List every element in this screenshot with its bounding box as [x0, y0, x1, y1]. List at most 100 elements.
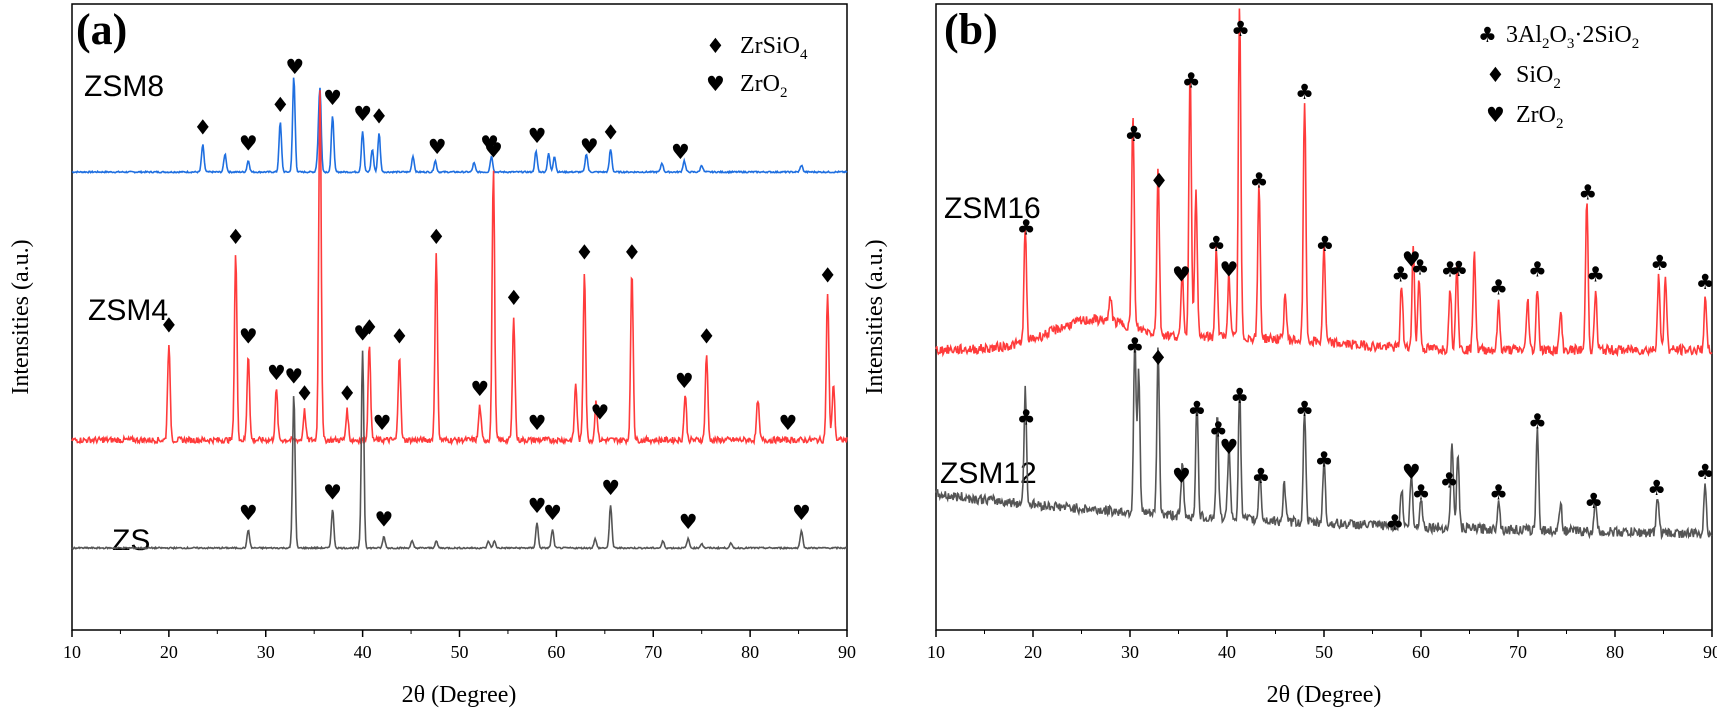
phase-marker-zsm12-5: ♣ [1209, 417, 1228, 441]
phase-marker-zsm16-19: ♣ [1586, 263, 1605, 287]
x-tick-label-a-20: 20 [160, 642, 178, 662]
phase-marker-zsm4-11: ♥ [484, 138, 503, 162]
phase-marker-zsm4-4: ♦ [295, 381, 314, 405]
phase-marker-zs-7: ♥ [601, 476, 620, 500]
phase-marker-zsm16-17: ♣ [1528, 258, 1547, 282]
phase-marker-zsm16-4: ♣ [1182, 68, 1201, 92]
phase-marker-zsm4-9: ♦ [427, 225, 446, 249]
legend-b-label-2: ZrO2 [1516, 102, 1563, 132]
phase-marker-zsm4-6: ♦ [360, 316, 379, 340]
phase-marker-zsm16-6: ♥ [1220, 258, 1239, 282]
phase-marker-zsm12-14: ♣ [1440, 468, 1459, 492]
phase-marker-zsm8-2: ♦ [271, 93, 290, 117]
x-tick-label-b-60: 60 [1412, 642, 1430, 662]
phase-marker-zsm8-0: ♦ [193, 116, 212, 140]
x-tick-label-b-20: 20 [1024, 642, 1042, 662]
legend-b-marker-1: ♦ [1486, 63, 1505, 87]
phase-marker-zsm16-15: ♣ [1449, 257, 1468, 281]
phase-marker-zsm16-16: ♣ [1489, 275, 1508, 299]
x-tick-label-b-70: 70 [1509, 642, 1527, 662]
series-label-zsm12: ZSM12 [940, 457, 1037, 490]
phase-marker-zsm16-14: ♣ [1441, 258, 1460, 282]
phase-marker-zsm8-5: ♥ [353, 102, 372, 126]
x-tick-label-a-30: 30 [257, 642, 275, 662]
phase-marker-zsm12-13: ♣ [1412, 481, 1431, 505]
series-label-zsm16: ZSM16 [944, 192, 1041, 225]
phase-marker-zs-6: ♥ [543, 501, 562, 525]
phase-marker-zsm16-3: ♥ [1172, 263, 1191, 287]
phase-marker-zsm12-12: ♥ [1402, 460, 1421, 484]
phase-marker-zsm4-0: ♦ [159, 313, 178, 337]
series-label-zs: ZS [112, 524, 150, 557]
phase-marker-zsm4-16: ♦ [623, 241, 642, 265]
series-line-zsm16 [935, 8, 1713, 358]
phase-marker-zsm4-18: ♦ [697, 325, 716, 349]
phase-marker-zsm16-5: ♣ [1207, 232, 1226, 256]
legend-b-label-1: SiO2 [1516, 62, 1561, 92]
series-line-zs [71, 350, 848, 551]
phase-marker-zsm4-12: ♦ [504, 286, 523, 310]
phase-marker-zsm8-7: ♥ [428, 135, 447, 159]
phase-marker-zsm12-8: ♣ [1252, 464, 1271, 488]
phase-marker-zsm16-1: ♣ [1124, 122, 1143, 146]
x-tick-label-b-10: 10 [927, 642, 945, 662]
phase-marker-zsm4-3: ♥ [267, 361, 286, 385]
panel-a-frame [71, 3, 848, 631]
phase-marker-zsm8-10: ♥ [580, 134, 599, 158]
phase-marker-zsm16-11: ♣ [1391, 263, 1410, 287]
phase-marker-zsm8-6: ♦ [370, 104, 389, 128]
phase-marker-zs-3: ♥ [353, 321, 372, 345]
phase-marker-zsm8-4: ♥ [323, 86, 342, 110]
phase-marker-zsm16-2: ♦ [1150, 169, 1169, 193]
phase-marker-zsm16-10: ♣ [1316, 232, 1335, 256]
series-line-zsm8 [71, 77, 848, 175]
phase-marker-zs-5: ♥ [528, 494, 547, 518]
panel-b-legend: ♣ 3Al2O3·2SiO2 ♦ SiO2 ♥ ZrO2 [1478, 22, 1639, 132]
phase-marker-zsm12-1: ♣ [1125, 333, 1144, 357]
panel-b-y-axis-title: Intensities (a.u.) [862, 239, 888, 394]
x-tick-label-a-60: 60 [547, 642, 565, 662]
phase-marker-zsm8-11: ♦ [601, 120, 620, 144]
phase-marker-zs-0: ♥ [239, 501, 258, 525]
x-tick-label-a-50: 50 [451, 642, 469, 662]
phase-marker-zsm4-10: ♥ [470, 377, 489, 401]
phase-marker-zsm12-18: ♣ [1647, 476, 1666, 500]
phase-marker-zsm4-8: ♦ [390, 325, 409, 349]
phase-marker-zsm4-15: ♥ [591, 401, 610, 425]
panel-a-x-axis-title: 2θ (Degree) [402, 682, 517, 708]
phase-marker-zs-4: ♥ [375, 508, 394, 532]
panel-b-frame [935, 3, 1713, 631]
legend-a-label-0: ZrSiO4 [740, 33, 808, 63]
x-tick-label-a-40: 40 [354, 642, 372, 662]
phase-marker-zsm12-3: ♥ [1172, 464, 1191, 488]
phase-marker-zsm12-2: ♦ [1149, 346, 1168, 370]
phase-marker-zsm12-11: ♣ [1385, 510, 1404, 534]
phase-marker-zsm8-8: ♥ [480, 132, 499, 156]
phase-marker-zsm16-7: ♣ [1231, 17, 1250, 41]
phase-marker-zs-9: ♥ [792, 501, 811, 525]
phase-marker-zsm12-17: ♣ [1584, 489, 1603, 513]
phase-marker-zsm16-8: ♣ [1250, 169, 1269, 193]
phase-marker-zsm4-13: ♥ [528, 411, 547, 435]
series-line-zsm12 [935, 339, 1713, 541]
phase-marker-zsm4-19: ♥ [778, 411, 797, 435]
phase-marker-zsm4-20: ♦ [818, 263, 837, 287]
phase-marker-zsm16-18: ♣ [1578, 181, 1597, 205]
x-tick-label-b-50: 50 [1315, 642, 1333, 662]
series-label-zsm4: ZSM4 [88, 294, 168, 327]
panel-a-label: (a) [76, 5, 127, 54]
legend-b-marker-2: ♥ [1486, 103, 1505, 127]
phase-marker-zsm8-9: ♥ [528, 124, 547, 148]
x-tick-label-a-10: 10 [63, 642, 81, 662]
phase-marker-zsm16-12: ♥ [1402, 248, 1421, 272]
phase-marker-zsm4-2: ♥ [239, 325, 258, 349]
phase-marker-zsm4-1: ♦ [226, 225, 245, 249]
x-tick-label-a-70: 70 [644, 642, 662, 662]
panel-a-legend: ♦ ZrSiO4 ♥ ZrO2 [706, 33, 808, 101]
phase-marker-zsm16-0: ♣ [1017, 216, 1036, 240]
phase-marker-zsm16-20: ♣ [1650, 251, 1669, 275]
x-tick-label-a-90: 90 [838, 642, 856, 662]
series-line-zsm4 [71, 90, 848, 446]
phase-marker-zsm4-5: ♦ [338, 381, 357, 405]
phase-marker-zsm12-4: ♣ [1188, 397, 1207, 421]
